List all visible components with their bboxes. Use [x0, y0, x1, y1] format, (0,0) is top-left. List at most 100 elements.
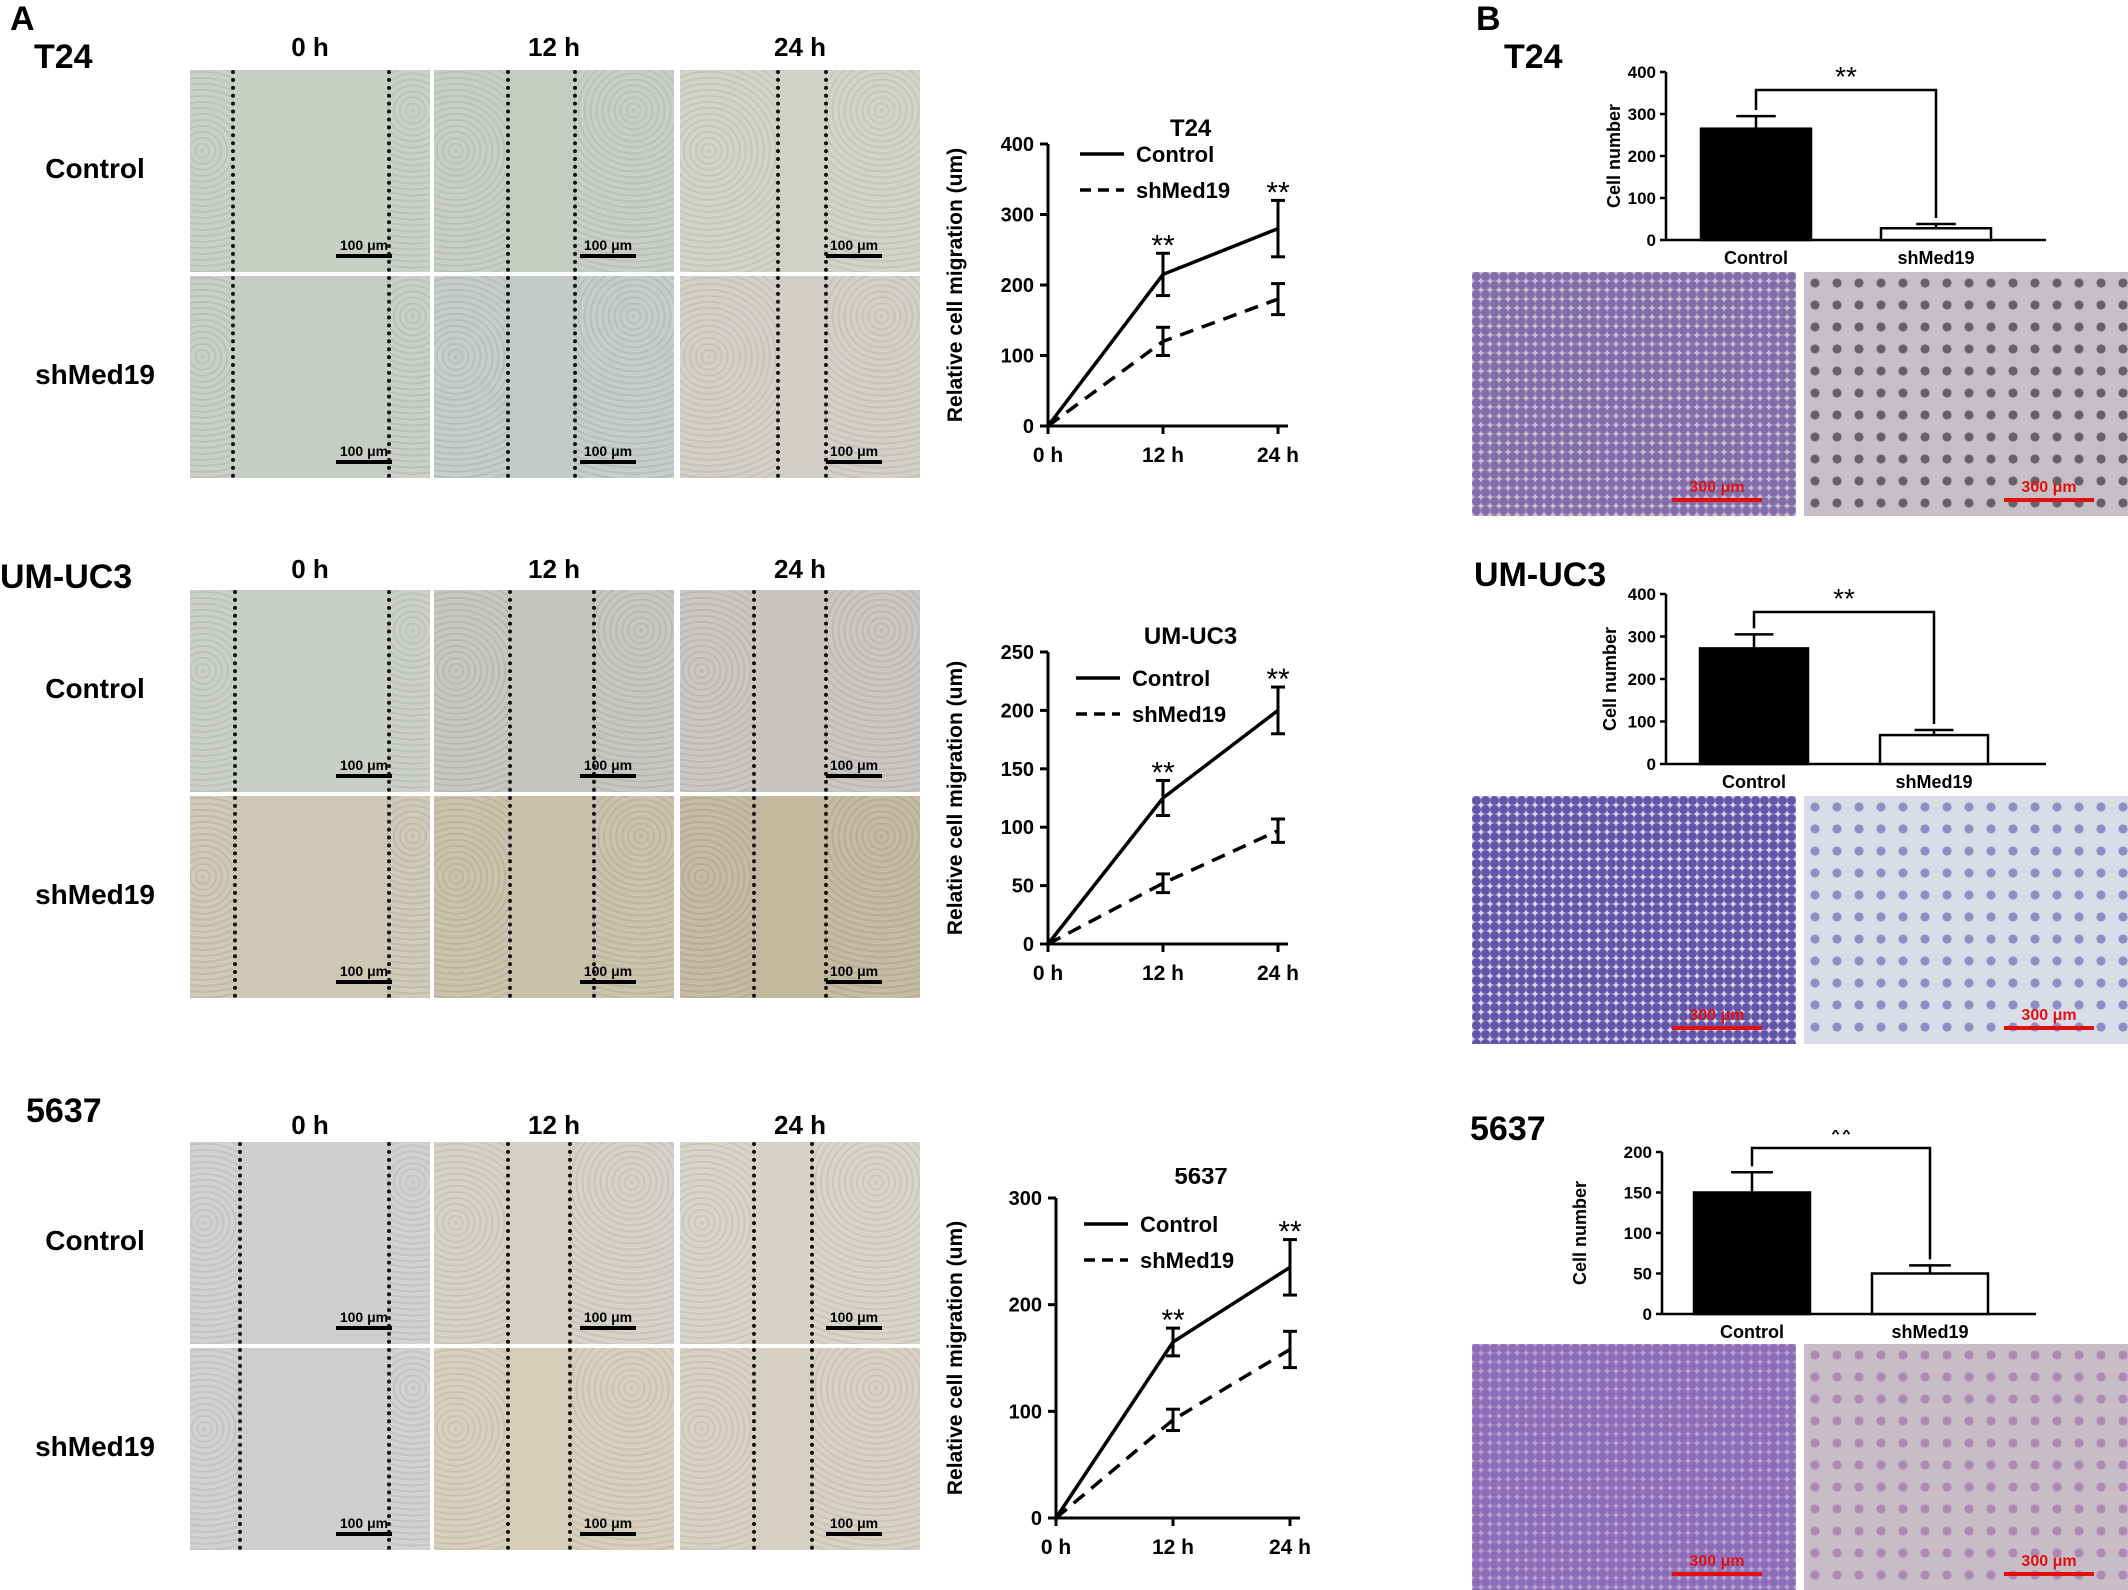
y-axis-label: Relative cell migration (um): [944, 661, 967, 935]
scale-bar: 100 μm: [336, 443, 392, 464]
cell-monolayer: [386, 70, 430, 272]
y-tick-label: 400: [1628, 585, 1656, 604]
time-header: 24 h: [773, 32, 827, 62]
transwell-bar-chart-umuc3: 0 100 200 300 400 Cell number Control shMed19 **: [1600, 583, 2046, 792]
scale-bar: 100 μm: [336, 757, 392, 778]
legend-label: shMed19: [1132, 702, 1226, 727]
scratch-micrograph: 100 μm: [190, 1348, 430, 1550]
y-tick-label: 250: [1001, 642, 1034, 664]
condition-label: Control: [45, 673, 145, 704]
wound-edge-line: [752, 590, 756, 792]
condition-label: Control: [45, 153, 145, 184]
transwell-label-umuc3: UM-UC3: [1474, 556, 1607, 594]
legend-label: shMed19: [1136, 178, 1230, 203]
stained-cells: [1804, 796, 2128, 1044]
y-axis-label: Relative cell migration (um): [944, 148, 967, 422]
series-line-shmed19: [1054, 1347, 1291, 1520]
scale-bar: 100 μm: [580, 757, 636, 778]
scratch-micrograph: 100 μm: [434, 796, 674, 998]
wound-edge-line: [776, 70, 780, 272]
scratch-micrograph: 100 μm: [680, 1348, 920, 1550]
panel-label-b: B: [1476, 0, 1501, 38]
stained-cells: [1804, 272, 2128, 516]
y-tick-label: 300: [1009, 1188, 1042, 1210]
bar-control: [1698, 647, 1810, 766]
wound-edge-line: [238, 1348, 242, 1550]
cell-monolayer: [434, 70, 506, 272]
legend-label: shMed19: [1140, 1248, 1234, 1273]
scale-bar: 100 μm: [826, 757, 882, 778]
scale-bar: 100 μm: [826, 1309, 882, 1330]
cell-monolayer: [434, 276, 506, 478]
cell-monolayer: [680, 590, 752, 792]
transwell-label-t24: T24: [1504, 38, 1563, 76]
significance-bracket: [1754, 88, 1938, 219]
panel-label-a: A: [10, 0, 35, 38]
significance-mark: **: [1266, 663, 1290, 696]
series-line-shmed19: [1046, 297, 1279, 428]
stained-cells: [1472, 1344, 1796, 1590]
scale-bar: 300 μm: [2004, 479, 2094, 502]
wound-edge-line: [230, 276, 235, 478]
wound-edge-line: [386, 590, 391, 792]
scratch-micrograph: 100 μm: [434, 1142, 674, 1344]
cell-monolayer: [190, 1142, 238, 1344]
x-tick-label: 24 h: [1257, 962, 1299, 985]
cell-monolayer: [190, 276, 231, 478]
x-tick-label: Control: [1720, 1322, 1784, 1342]
y-tick-label: 200: [1009, 1295, 1042, 1317]
y-tick-label: 200: [1624, 1143, 1652, 1162]
scale-bar: 100 μm: [826, 963, 882, 984]
wound-edge-line: [824, 796, 828, 998]
wound-edge-line: [386, 1142, 391, 1344]
wound-edge-line: [233, 590, 238, 792]
cell-line-label-5637: 5637: [26, 1092, 102, 1130]
series-line-shmed19: [1047, 829, 1279, 946]
chart-title: 5637: [1174, 1168, 1227, 1190]
wound-edge-line: [752, 1348, 756, 1550]
transwell-micrograph: 300 μm: [1472, 1344, 1796, 1590]
scratch-micrograph: 100 μm: [190, 1142, 430, 1344]
significance-mark: **: [1161, 1304, 1185, 1337]
transwell-bar-chart-5637: 0 50 100 150 200 Cell number Control shMed19 **: [1570, 1130, 2036, 1342]
stained-cells: [1804, 1344, 2128, 1590]
wound-edge-line: [386, 1348, 391, 1550]
x-tick-label: 0 h: [1041, 1536, 1071, 1559]
stained-cells: [1472, 272, 1796, 516]
y-tick-label: 200: [1628, 670, 1656, 689]
time-header: 24 h: [773, 554, 827, 584]
stained-cells: [1472, 796, 1796, 1044]
significance-mark: **: [1830, 1130, 1852, 1150]
y-tick-label: 300: [1628, 628, 1656, 647]
y-tick-label: 200: [1628, 147, 1656, 166]
time-header: 0 h: [291, 554, 329, 584]
significance-mark: **: [1151, 229, 1175, 262]
wound-edge-line: [508, 796, 513, 998]
y-axis-label: Relative cell migration (um): [944, 1221, 967, 1495]
scratch-micrograph: 100 μm: [680, 276, 920, 478]
y-tick-label: 300: [1628, 105, 1656, 124]
scratch-micrograph: 100 μm: [434, 590, 674, 792]
time-header: 24 h: [773, 1110, 827, 1140]
scale-bar: 100 μm: [826, 443, 882, 464]
scale-bar: 100 μm: [826, 237, 882, 258]
scale-bar: 100 μm: [580, 963, 636, 984]
y-tick-label: 100: [1009, 1401, 1042, 1423]
cell-monolayer: [680, 70, 776, 272]
scale-bar: 300 μm: [2004, 1007, 2094, 1030]
y-tick-label: 150: [1001, 759, 1034, 781]
x-tick-label: 24 h: [1269, 1536, 1311, 1559]
wound-edge-line: [230, 70, 235, 272]
scratch-micrograph: 100 μm: [190, 590, 430, 792]
migration-chart-umuc3: 0 50 100 150 200 250 0 h 12 h 24 h Relative cell …: [944, 623, 1299, 985]
condition-label: shMed19: [35, 359, 155, 390]
time-header: 0 h: [291, 1110, 329, 1140]
wound-edge-line: [752, 796, 756, 998]
legend-label: Control: [1140, 1212, 1218, 1237]
time-header: 12 h: [527, 1110, 581, 1140]
bar-control: [1699, 127, 1813, 242]
scratch-micrograph: 100 μm: [680, 796, 920, 998]
cell-monolayer: [680, 796, 752, 998]
x-tick-label: Control: [1722, 772, 1786, 792]
cell-monolayer: [434, 590, 509, 792]
